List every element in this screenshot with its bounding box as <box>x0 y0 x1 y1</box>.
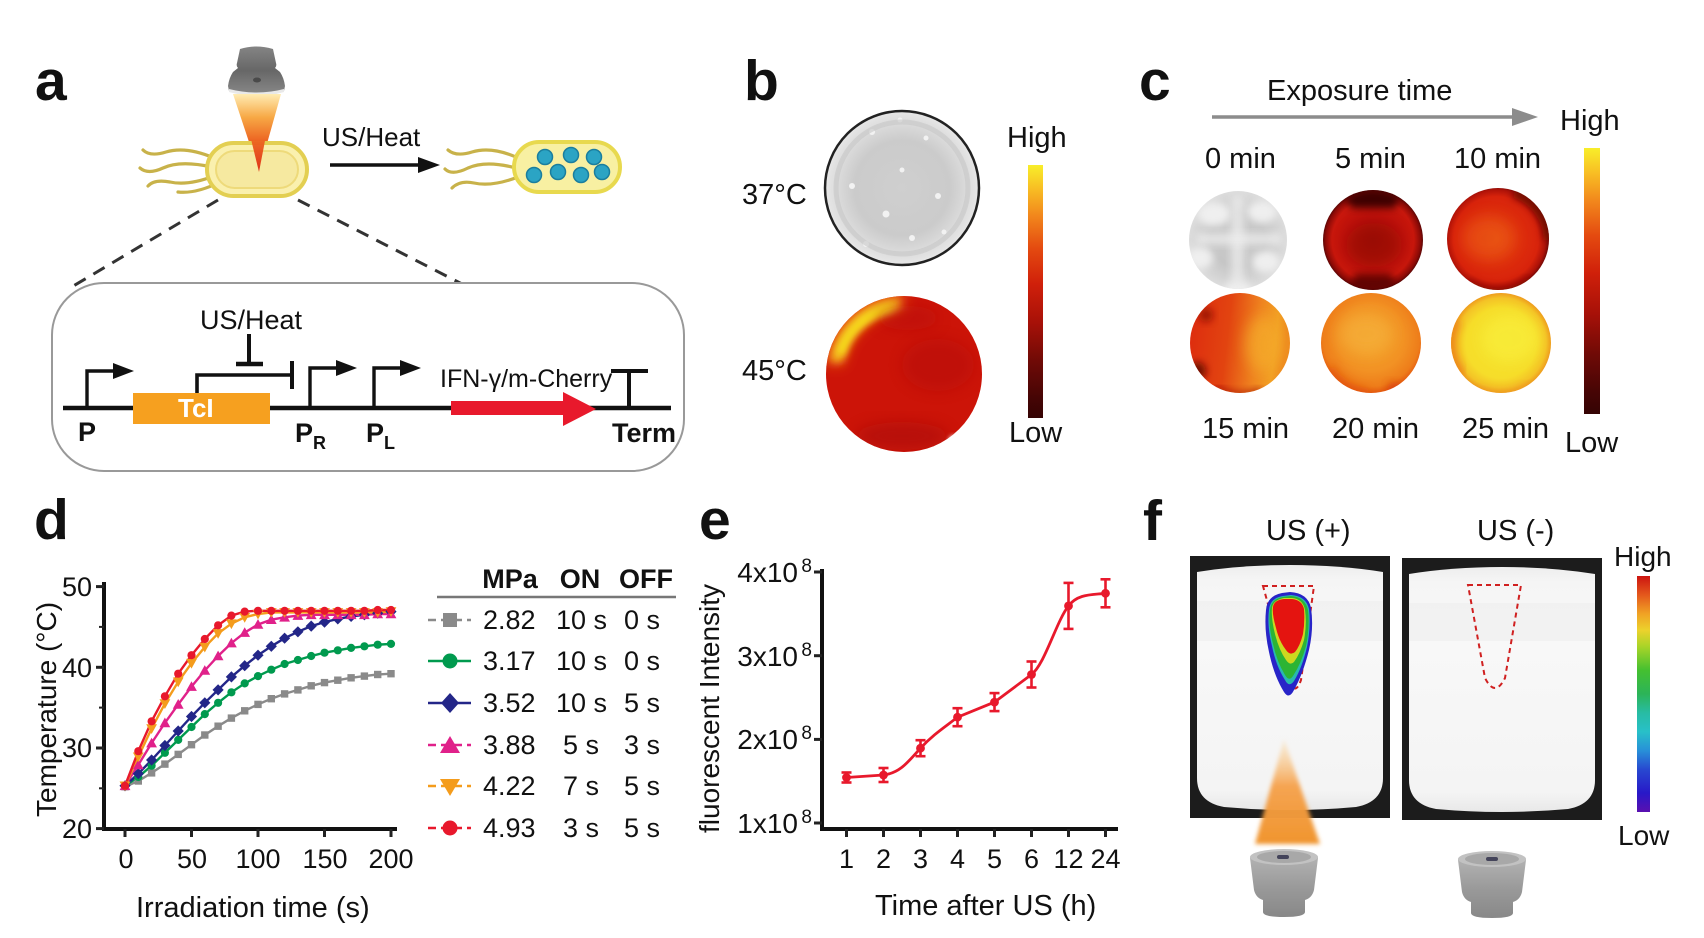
svg-text:f: f <box>1143 489 1163 553</box>
svg-text:c: c <box>1139 49 1171 113</box>
svg-text:3.52: 3.52 <box>483 688 536 718</box>
svg-text:0: 0 <box>118 844 133 874</box>
svg-text:3 s: 3 s <box>624 730 660 760</box>
svg-text:5 min: 5 min <box>1335 143 1406 175</box>
svg-text:200: 200 <box>368 844 413 874</box>
svg-text:30: 30 <box>62 733 92 763</box>
svg-text:0 s: 0 s <box>624 605 660 635</box>
svg-text:40: 40 <box>62 653 92 683</box>
svg-text:5 s: 5 s <box>624 771 660 801</box>
svg-text:5: 5 <box>987 844 1002 874</box>
svg-text:8: 8 <box>801 723 812 744</box>
svg-text:50: 50 <box>177 844 207 874</box>
svg-text:TcI: TcI <box>178 393 214 423</box>
svg-text:4.22: 4.22 <box>483 771 536 801</box>
svg-text:Exposure time: Exposure time <box>1267 75 1452 107</box>
svg-text:e: e <box>699 488 731 552</box>
svg-text:100: 100 <box>235 844 280 874</box>
svg-text:8: 8 <box>801 556 812 577</box>
svg-text:2.82: 2.82 <box>483 605 536 635</box>
svg-text:Term: Term <box>612 418 676 448</box>
svg-text:High: High <box>1560 105 1620 137</box>
svg-text:10 s: 10 s <box>556 646 607 676</box>
svg-text:Low: Low <box>1618 820 1670 851</box>
svg-text:3 s: 3 s <box>563 813 599 843</box>
svg-text:12: 12 <box>1053 844 1083 874</box>
svg-text:24: 24 <box>1090 844 1120 874</box>
svg-text:4x10: 4x10 <box>737 557 798 588</box>
svg-text:20 min: 20 min <box>1332 413 1419 445</box>
svg-text:7 s: 7 s <box>563 771 599 801</box>
svg-text:d: d <box>34 488 69 552</box>
svg-text:6: 6 <box>1024 844 1039 874</box>
svg-text:5 s: 5 s <box>563 730 599 760</box>
svg-text:US (+): US (+) <box>1266 515 1351 547</box>
svg-text:High: High <box>1614 541 1672 572</box>
svg-text:3: 3 <box>913 844 928 874</box>
svg-text:Time after US (h): Time after US (h) <box>875 890 1096 922</box>
svg-text:US/Heat: US/Heat <box>200 305 303 335</box>
svg-text:3.17: 3.17 <box>483 646 536 676</box>
svg-text:b: b <box>744 49 779 113</box>
svg-text:US/Heat: US/Heat <box>322 122 421 152</box>
svg-text:45°C: 45°C <box>742 355 807 387</box>
svg-text:a: a <box>35 49 68 113</box>
svg-text:MPa: MPa <box>482 564 539 594</box>
svg-text:8: 8 <box>801 640 812 661</box>
svg-text:fluorescent Intensity: fluorescent Intensity <box>694 584 725 833</box>
svg-text:5 s: 5 s <box>624 688 660 718</box>
svg-text:High: High <box>1007 122 1067 154</box>
svg-text:4: 4 <box>950 844 965 874</box>
svg-text:OFF: OFF <box>619 564 673 594</box>
svg-text:ON: ON <box>560 564 601 594</box>
svg-text:Temperature (°C): Temperature (°C) <box>31 602 62 817</box>
svg-text:IFN-γ/m-Cherry: IFN-γ/m-Cherry <box>440 365 613 393</box>
svg-text:8: 8 <box>801 807 812 828</box>
svg-text:Low: Low <box>1565 427 1619 459</box>
svg-text:0 s: 0 s <box>624 646 660 676</box>
svg-text:Irradiation time (s): Irradiation time (s) <box>136 892 370 924</box>
svg-text:37°C: 37°C <box>742 179 807 211</box>
svg-text:2: 2 <box>876 844 891 874</box>
svg-text:1x10: 1x10 <box>737 808 798 839</box>
svg-text:10 s: 10 s <box>556 605 607 635</box>
svg-text:4.93: 4.93 <box>483 813 536 843</box>
svg-text:10 s: 10 s <box>556 688 607 718</box>
svg-text:15 min: 15 min <box>1202 413 1289 445</box>
svg-text:Low: Low <box>1009 417 1063 449</box>
svg-text:P: P <box>78 417 96 447</box>
svg-text:2x10: 2x10 <box>737 724 798 755</box>
svg-text:0 min: 0 min <box>1205 143 1276 175</box>
svg-text:20: 20 <box>62 814 92 844</box>
svg-text:US (-): US (-) <box>1477 515 1554 547</box>
svg-text:50: 50 <box>62 572 92 602</box>
svg-text:5 s: 5 s <box>624 813 660 843</box>
svg-text:1: 1 <box>839 844 854 874</box>
svg-text:10 min: 10 min <box>1454 143 1541 175</box>
svg-text:3x10: 3x10 <box>737 641 798 672</box>
svg-text:150: 150 <box>302 844 347 874</box>
svg-text:25 min: 25 min <box>1462 413 1549 445</box>
svg-text:3.88: 3.88 <box>483 730 536 760</box>
